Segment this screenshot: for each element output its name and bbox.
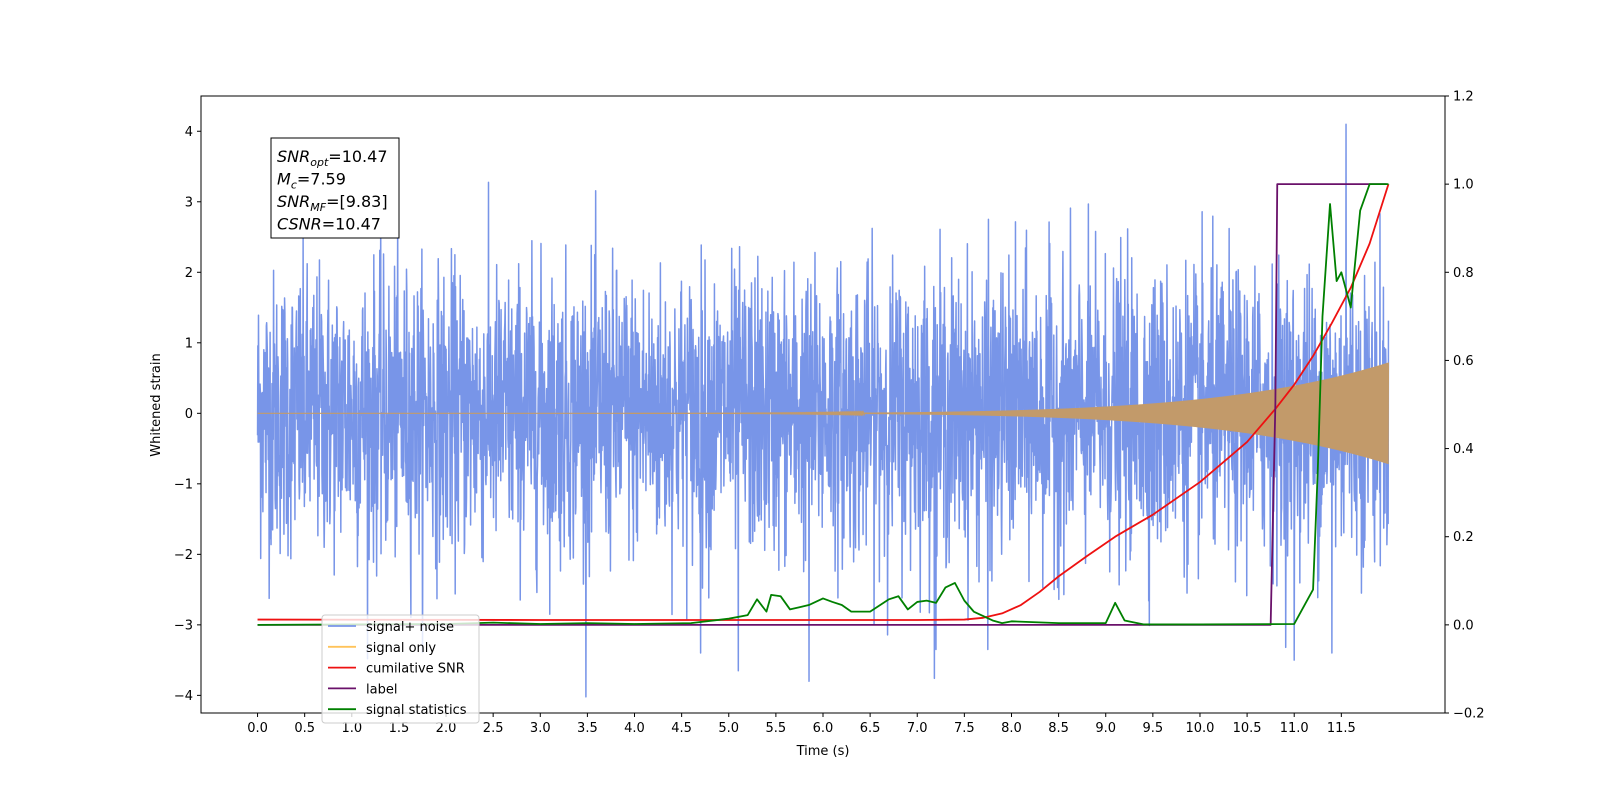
y-tick-label: 4 — [185, 125, 193, 140]
series-layer — [256, 123, 1390, 698]
legend-label: cumilative SNR — [366, 662, 465, 677]
x-tick-label: 11.0 — [1280, 721, 1309, 736]
x-axis: 0.0 0.5 1.0 1.5 2.0 2.5 3.0 3.5 4.0 4.5 5.0 5.5 6.0 6… — [247, 713, 1356, 736]
annotation-frame — [270, 137, 400, 239]
x-tick-label: 5.5 — [766, 721, 787, 736]
y2-tick-label: −0.2 — [1453, 707, 1485, 722]
x-tick-label: 10.5 — [1233, 721, 1262, 736]
y-tick-label: −3 — [174, 618, 193, 633]
y-tick-label: −4 — [174, 689, 193, 704]
y2-tick-label: 0.2 — [1453, 530, 1474, 545]
y2-tick-label: 0.6 — [1453, 354, 1474, 369]
series-label — [257, 183, 1387, 626]
plot-area — [200, 95, 1446, 714]
y-tick-label: −2 — [174, 548, 193, 563]
x-tick-label: 9.5 — [1143, 721, 1164, 736]
x-tick-label: 6.0 — [813, 721, 834, 736]
annotation-line: SNRMF=[9.83] — [277, 192, 388, 214]
legend-label: signal only — [366, 641, 436, 656]
series-signal-statistics — [257, 183, 1389, 626]
snr-annotation-box: SNRopt=10.47Mc=7.59SNRMF=[9.83]CSNR=10.4… — [270, 137, 400, 239]
x-tick-label: 2.5 — [483, 721, 504, 736]
legend-label: signal statistics — [366, 703, 467, 718]
x-tick-label: 8.5 — [1048, 721, 1069, 736]
y2-tick-label: 0.0 — [1453, 618, 1474, 633]
x-tick-label: 6.5 — [860, 721, 881, 736]
annotation-line: SNRopt=10.47 — [277, 147, 388, 169]
legend-label: label — [366, 682, 397, 697]
y-tick-label: −1 — [174, 477, 193, 492]
y-axis-label: Whitened strain — [149, 353, 164, 456]
x-tick-label: 11.5 — [1327, 721, 1356, 736]
x-tick-label: 3.5 — [577, 721, 598, 736]
x-tick-label: 1.0 — [341, 721, 362, 736]
y-tick-label: 0 — [185, 407, 193, 422]
x-tick-label: 4.5 — [671, 721, 692, 736]
x-tick-label: 0.5 — [294, 721, 315, 736]
y2-tick-label: 1.2 — [1453, 90, 1474, 105]
legend-label: signal+ noise — [366, 620, 454, 635]
legend: signal+ noise signal only cumilative SNR la… — [321, 614, 480, 724]
y2-tick-label: 1.0 — [1453, 178, 1474, 193]
y-tick-label: 2 — [185, 266, 193, 281]
annotation-line: CSNR=10.47 — [277, 215, 381, 234]
x-tick-label: 0.0 — [247, 721, 268, 736]
x-tick-label: 8.0 — [1001, 721, 1022, 736]
x-tick-label: 7.5 — [954, 721, 975, 736]
series-signal-noise — [256, 123, 1390, 698]
y2-tick-label: 0.4 — [1453, 442, 1474, 457]
annotation-line: Mc=7.59 — [277, 170, 346, 192]
series-signal-only — [257, 362, 1390, 464]
x-tick-label: 2.0 — [436, 721, 457, 736]
x-axis-label: Time (s) — [796, 744, 850, 759]
y-tick-label: 1 — [185, 336, 193, 351]
x-tick-label: 7.0 — [907, 721, 928, 736]
x-tick-label: 4.0 — [624, 721, 645, 736]
x-tick-label: 10.0 — [1185, 721, 1214, 736]
x-tick-label: 5.0 — [718, 721, 739, 736]
y2-axis: −0.2 0.0 0.2 0.4 0.6 0.8 1.0 1.2 — [1445, 90, 1485, 722]
x-tick-label: 1.5 — [389, 721, 410, 736]
y-tick-label: 3 — [185, 195, 193, 210]
y2-tick-label: 0.8 — [1453, 266, 1474, 281]
y-axis: −4 −3 −2 −1 0 1 2 3 4 — [174, 125, 201, 704]
x-tick-label: 3.0 — [530, 721, 551, 736]
legend-frame — [321, 614, 480, 724]
x-tick-label: 9.0 — [1095, 721, 1116, 736]
